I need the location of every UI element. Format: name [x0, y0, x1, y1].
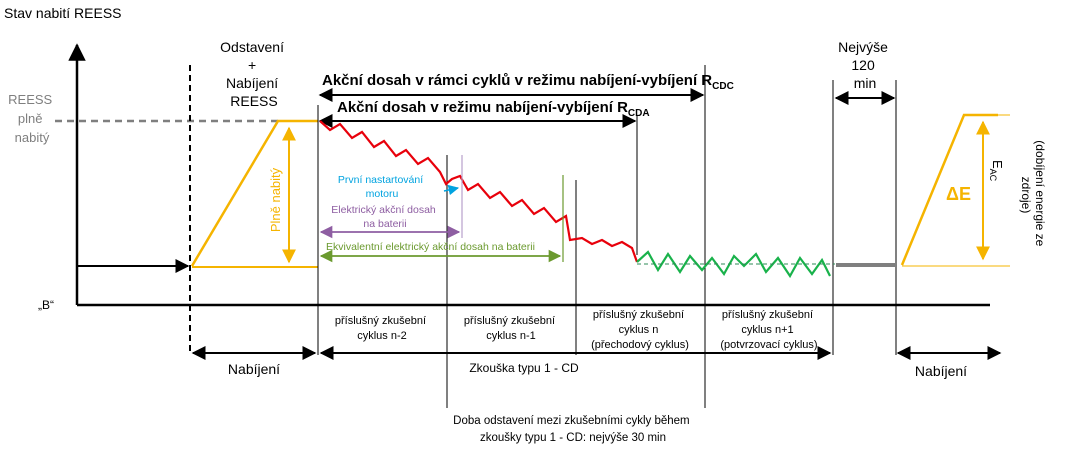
electric-range-label: Elektrický akční dosah na baterii — [331, 204, 438, 230]
cycle-label-n: příslušný zkušební cyklus n (přechodový … — [591, 309, 689, 351]
reess-full-label: REESS plně nabitý — [8, 92, 56, 145]
range-cda-label: Akční dosah v režimu nabíjení-vybíjení R… — [337, 99, 650, 119]
cycle-label-n-2: příslušný zkušební cyklus n-2 — [335, 315, 429, 342]
park-time-label: Doba odstavení mezi zkušebními cykly běh… — [453, 415, 693, 444]
charge-sustaining-profile — [636, 250, 831, 279]
parking-charging-label: Odstavení + Nabíjení REESS — [220, 39, 288, 109]
first-start-label: První nastartování motoru — [338, 174, 426, 200]
charging-profile-left — [190, 119, 318, 267]
cycle-label-n-plus-1: příslušný zkušební cyklus n+1 (potvrzova… — [720, 309, 817, 351]
range-cdc-label: Akční dosah v rámci cyklů v režimu nabíj… — [322, 72, 734, 92]
charging-left-label: Nabíjení — [228, 361, 280, 377]
diagram-title: Stav nabití REESS — [4, 5, 122, 21]
charging-right-label: Nabíjení — [915, 363, 967, 379]
max-120-label: Nejvýše 120 min — [838, 39, 892, 91]
point-b-label: „B“ — [38, 298, 54, 312]
fully-charged-label: Plně nabitý — [268, 167, 283, 232]
delta-e-label: ΔE — [946, 184, 971, 204]
cycle-label-n-1: příslušný zkušební cyklus n-1 — [464, 315, 558, 342]
first-start-arrow — [443, 184, 460, 196]
equivalent-range-label: Ekvivalentní elektrický akční dosah na b… — [326, 241, 535, 253]
charge-depleting-profile — [319, 120, 639, 263]
test-type-label: Zkouška typu 1 - CD — [469, 361, 579, 375]
e-ac-description: (dobíjení energie ze zdroje) — [1019, 140, 1047, 249]
e-ac-label: EAC — [988, 160, 1005, 182]
